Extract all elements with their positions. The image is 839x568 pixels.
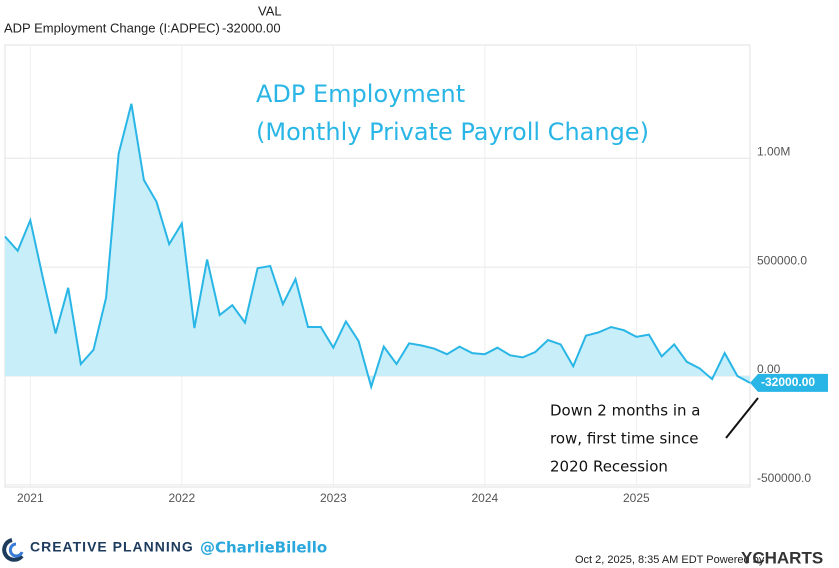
end-label-box	[750, 373, 828, 392]
logo-icon	[2, 538, 24, 562]
annotation-line: Down 2 months in a	[550, 402, 700, 420]
y-tick-label: 500000.0	[757, 253, 807, 267]
logo-icon	[8, 542, 24, 558]
x-tick-label: 2025	[623, 491, 650, 505]
footer-stamp: Oct 2, 2025, 8:35 AM EDT Powered by	[575, 554, 765, 566]
y-tick-label: -500000.0	[757, 471, 811, 485]
x-tick-label: 2024	[471, 491, 498, 505]
header-column: VAL	[258, 3, 282, 18]
y-tick-label: 1.00M	[757, 144, 790, 158]
x-tick-label: 2022	[168, 491, 195, 505]
x-tick-label: 2023	[320, 491, 347, 505]
annotation-line: 2020 Recession	[550, 458, 668, 476]
chart-subtitle: (Monthly Private Payroll Change)	[256, 118, 649, 146]
line	[4, 103, 751, 391]
footer-logo-text: YCHARTS	[741, 548, 823, 567]
header-value: -32000.00	[222, 20, 281, 35]
annotation-line: row, first time since	[550, 430, 699, 448]
footer-handle: @CharlieBilello	[200, 539, 327, 557]
y-tick-label: 0.00	[757, 362, 781, 376]
plot	[4, 103, 751, 391]
x-tick-label: 2021	[17, 491, 44, 505]
area	[5, 103, 750, 387]
footer-brand: CREATIVE PLANNING	[30, 539, 194, 555]
chart-title: ADP Employment	[256, 80, 465, 108]
footer-logo: CREATIVE PLANNING @CharlieBilello	[2, 538, 327, 562]
end-label: -32000.00	[761, 375, 815, 389]
header-series: ADP Employment Change (I:ADPEC)	[4, 20, 220, 35]
annotation-arrow	[725, 397, 759, 439]
